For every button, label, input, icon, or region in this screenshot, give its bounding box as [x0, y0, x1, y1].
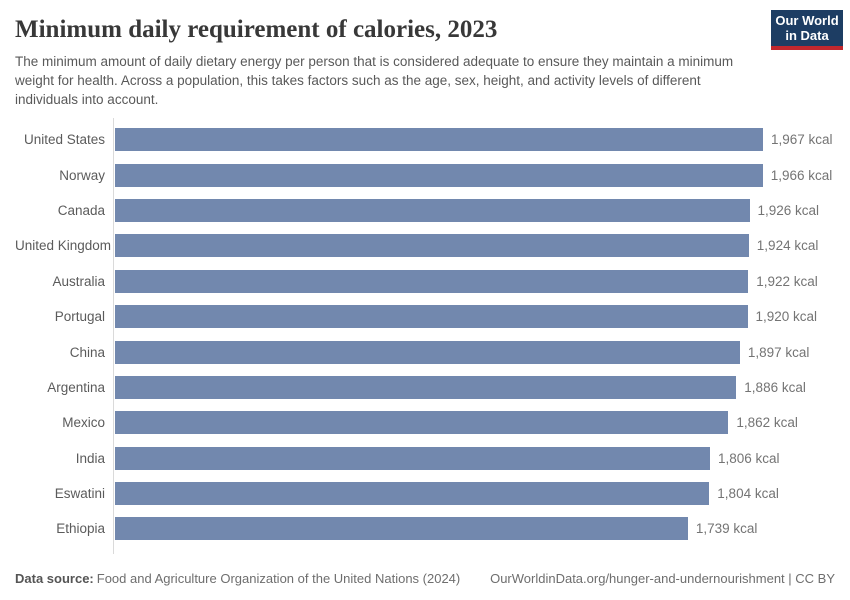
y-axis-line	[113, 118, 114, 554]
value-label: 1,862 kcal	[736, 415, 798, 431]
bar-row: Argentina 1,886 kcal	[15, 370, 835, 405]
bar-row: Eswatini 1,804 kcal	[15, 476, 835, 511]
chart-subtitle: The minimum amount of daily dietary ener…	[15, 54, 734, 107]
country-label: Eswatini	[54, 486, 105, 502]
bar-chart: United States 1,967 kcal Norway 1,966 kcal C…	[15, 118, 835, 554]
footer-link[interactable]: OurWorldinData.org/hunger-and-undernouri…	[490, 571, 835, 586]
value-label: 1,966 kcal	[770, 167, 833, 183]
bar[interactable]	[115, 411, 729, 435]
chart-header: Minimum daily requirement of calories, 2…	[15, 14, 760, 109]
bar-track: 1,862 kcal	[114, 411, 835, 435]
country-label: United States	[23, 132, 105, 148]
bar-row: Canada 1,926 kcal	[15, 193, 835, 228]
country-label: Argentina	[47, 379, 105, 395]
owid-logo-line2: in Data	[785, 28, 829, 43]
country-label: Australia	[52, 273, 105, 289]
bar-track: 1,886 kcal	[114, 375, 835, 399]
bar-track: 1,922 kcal	[114, 269, 835, 293]
bar-track: 1,924 kcal	[114, 234, 835, 258]
value-label: 1,967 kcal	[771, 132, 833, 148]
bar[interactable]	[115, 305, 748, 329]
value-label: 1,926 kcal	[757, 202, 820, 218]
country-label: United Kingdom	[15, 238, 112, 254]
bar[interactable]	[115, 446, 710, 470]
bar-track: 1,804 kcal	[114, 482, 835, 506]
value-label: 1,922 kcal	[756, 273, 818, 289]
owid-logo[interactable]: Our World in Data	[771, 10, 843, 50]
bar[interactable]	[115, 198, 750, 222]
country-label: Portugal	[54, 309, 105, 325]
bar-row: Ethiopia 1,739 kcal	[15, 511, 835, 546]
bar[interactable]	[115, 269, 749, 293]
value-label: 1,886 kcal	[744, 379, 806, 395]
bar-row: United Kingdom 1,924 kcal	[15, 228, 835, 263]
country-label: Canada	[57, 202, 105, 218]
bar-row: Portugal 1,920 kcal	[15, 299, 835, 334]
bar-row: United States 1,967 kcal	[15, 122, 835, 157]
value-label: 1,806 kcal	[718, 450, 780, 466]
chart-footer: Data source: Food and Agriculture Organiz…	[15, 571, 835, 586]
bar[interactable]	[115, 340, 740, 364]
bar[interactable]	[115, 482, 710, 506]
data-source: Data source: Food and Agriculture Organiz…	[15, 571, 460, 586]
bar-row: India 1,806 kcal	[15, 441, 835, 476]
country-label: Norway	[59, 167, 105, 183]
bar-track: 1,926 kcal	[114, 198, 835, 222]
value-label: 1,804 kcal	[717, 486, 779, 502]
value-label: 1,920 kcal	[755, 309, 818, 325]
bar-row: China 1,897 kcal	[15, 334, 835, 369]
owid-logo-line1: Our World	[775, 13, 839, 28]
bar-track: 1,920 kcal	[114, 305, 835, 329]
chart-title: Minimum daily requirement of calories, 2…	[15, 16, 498, 43]
value-label: 1,924 kcal	[756, 238, 819, 254]
value-label: 1,897 kcal	[747, 344, 810, 360]
bar-track: 1,897 kcal	[114, 340, 835, 364]
country-label: China	[69, 344, 105, 360]
bar-track: 1,739 kcal	[114, 517, 835, 541]
value-label: 1,739 kcal	[695, 521, 758, 537]
bar-row: Australia 1,922 kcal	[15, 264, 835, 299]
data-source-text: Food and Agriculture Organization of the…	[96, 571, 461, 586]
country-label: Mexico	[62, 415, 105, 431]
country-label: India	[75, 450, 105, 466]
bar-track: 1,966 kcal	[114, 163, 835, 187]
plot-rows: United States 1,967 kcal Norway 1,966 kcal C…	[15, 122, 835, 547]
bar-row: Mexico 1,862 kcal	[15, 405, 835, 440]
bar-track: 1,806 kcal	[114, 446, 835, 470]
bar[interactable]	[115, 163, 763, 187]
country-label: Ethiopia	[56, 521, 105, 537]
bar-row: Norway 1,966 kcal	[15, 157, 835, 192]
bar[interactable]	[115, 375, 737, 399]
bar[interactable]	[115, 234, 749, 258]
bar[interactable]	[115, 128, 763, 152]
bar-track: 1,967 kcal	[114, 128, 835, 152]
data-source-label: Data source:	[15, 571, 94, 586]
bar[interactable]	[115, 517, 688, 541]
